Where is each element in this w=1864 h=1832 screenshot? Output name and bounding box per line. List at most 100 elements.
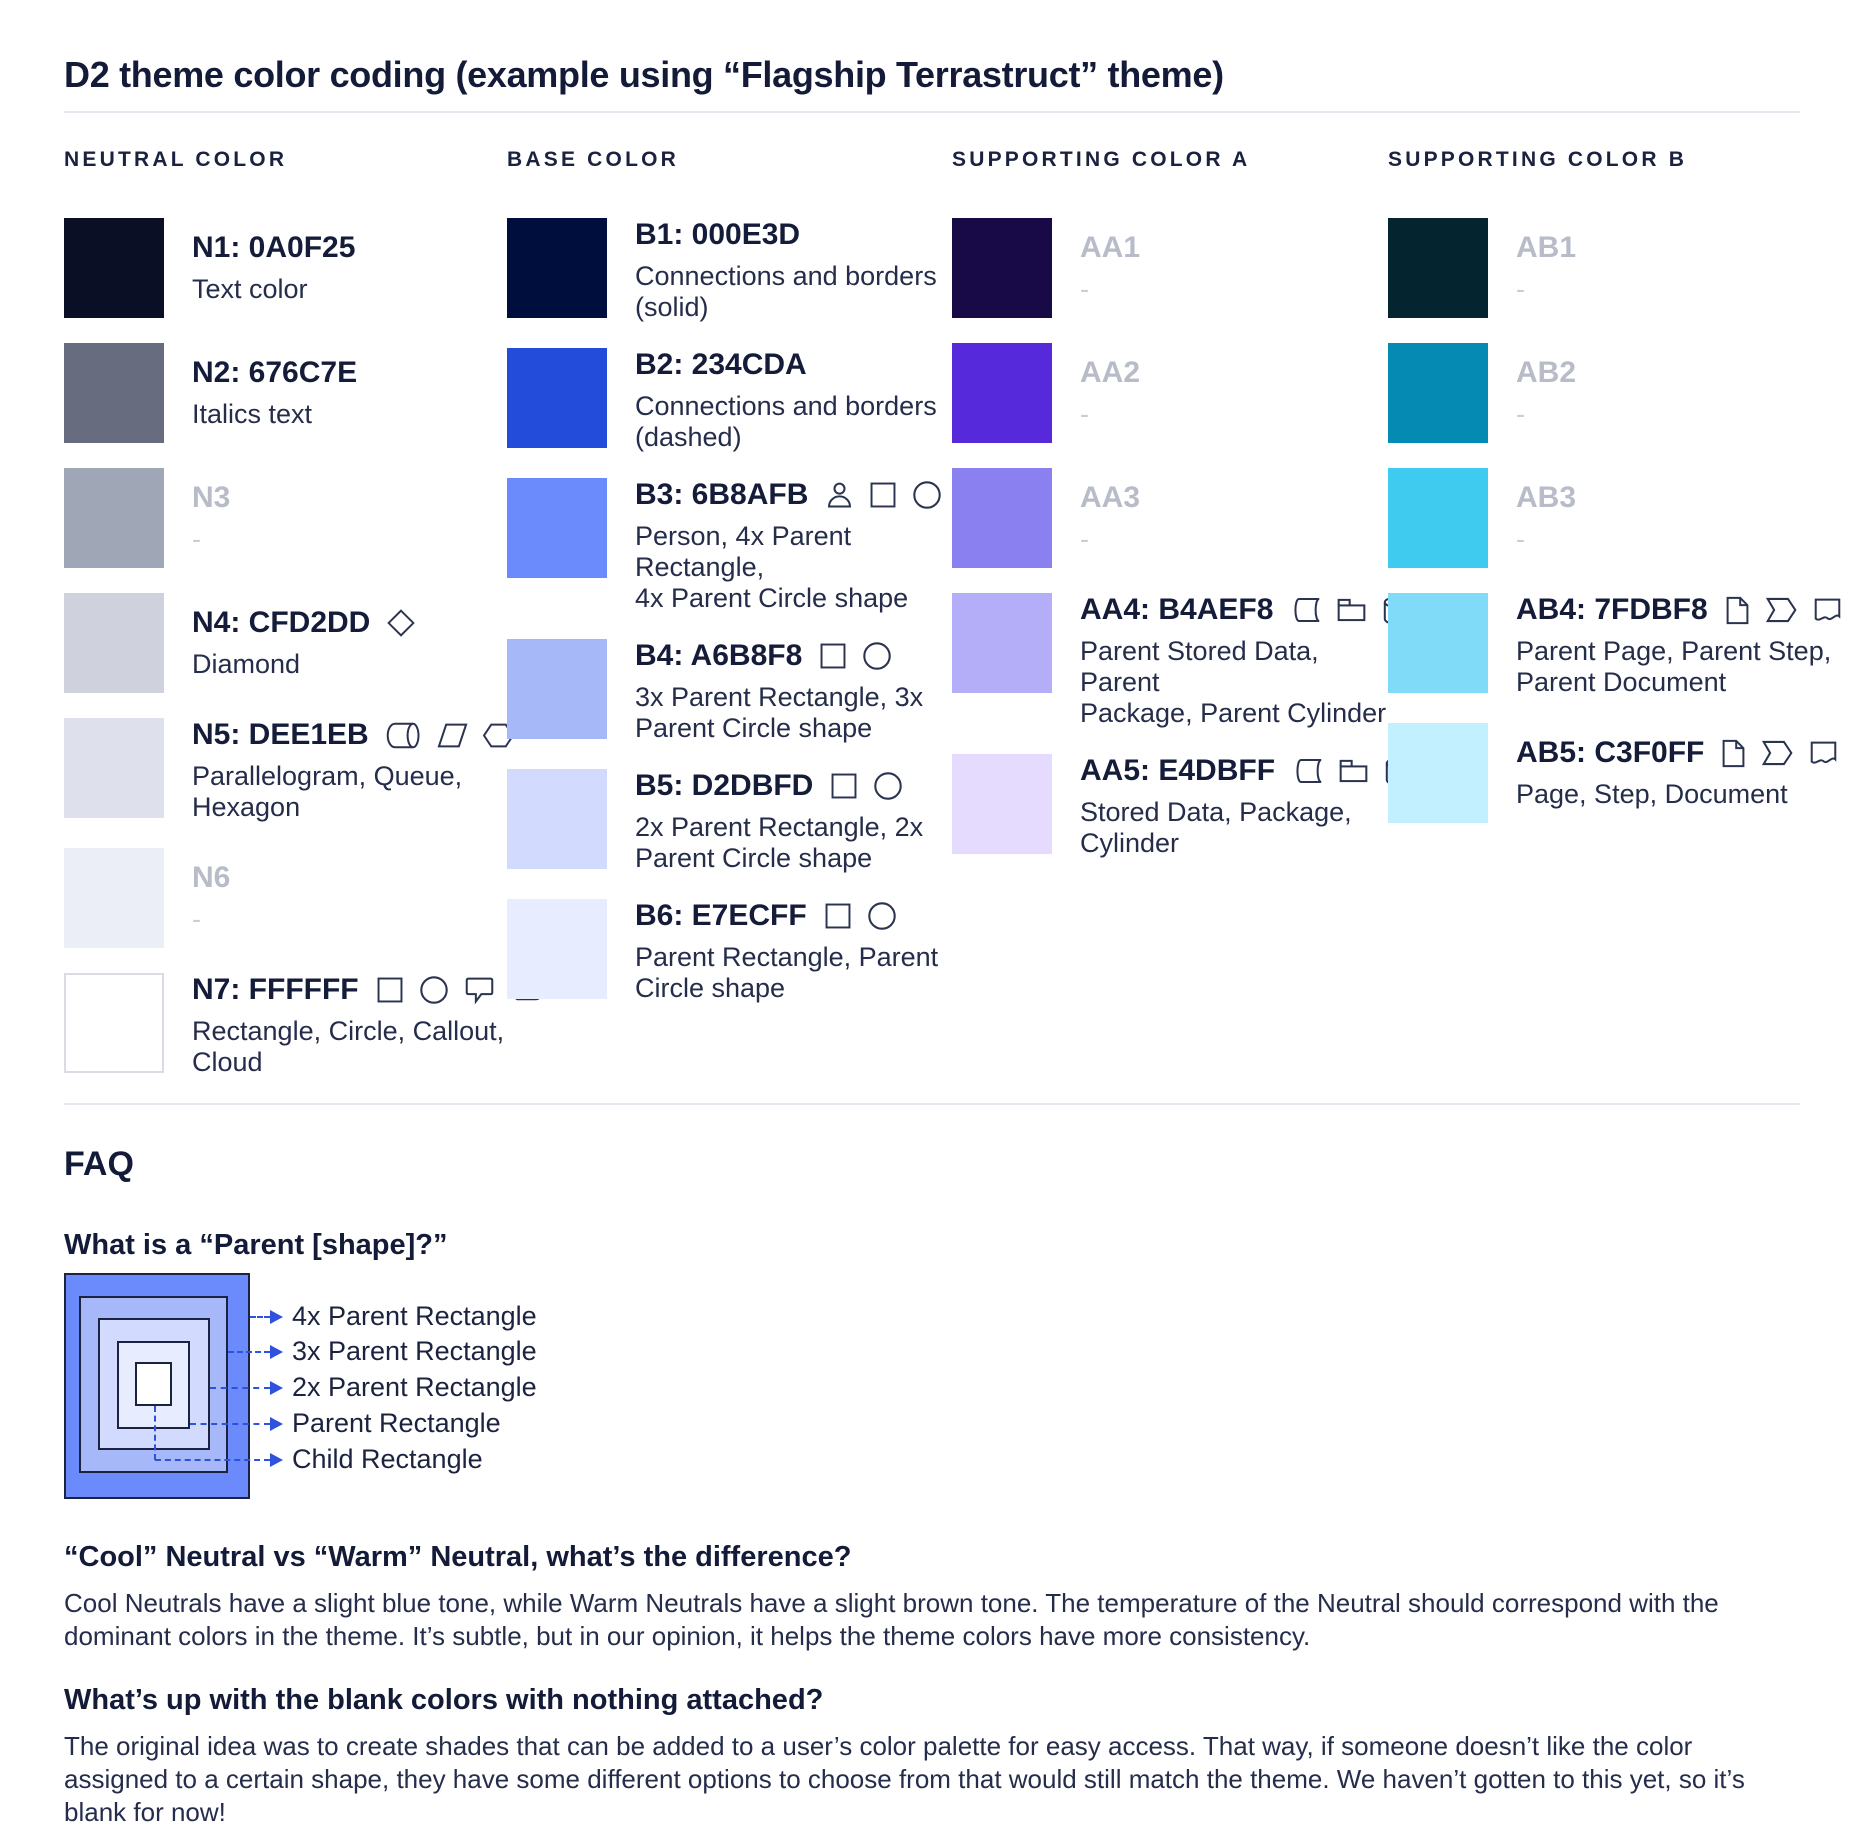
child-rectangle-connector-vertical <box>154 1406 156 1460</box>
color-row-text: AA1 - <box>1080 218 1156 318</box>
color-swatch <box>507 478 607 578</box>
color-usage-description: Person, 4x Parent Rectangle, 4x Parent C… <box>635 521 909 613</box>
column-header: SUPPORTING COLOR A <box>952 148 1251 171</box>
circle-icon <box>872 770 904 802</box>
color-swatch <box>1388 218 1488 318</box>
color-row: AB3 - <box>1388 468 1843 568</box>
color-label-line: AB3 <box>1516 481 1592 515</box>
arrow-right-icon <box>270 1345 283 1359</box>
color-label-line: AA1 <box>1080 231 1156 265</box>
color-code-label: AB5: C3F0FF <box>1516 736 1705 769</box>
parent-shape-diagram: 4x Parent Rectangle 3x Parent Rectangle 2x… <box>64 1273 1064 1499</box>
color-usage-description: Page, Step, Document <box>1516 779 1788 809</box>
color-row-text: N6 - <box>192 848 246 948</box>
color-row-text: N2: 676C7E Italics text <box>192 343 373 443</box>
color-row: N7: FFFFFF Rectangle, Circle, Callout, C… <box>64 973 542 1078</box>
color-swatch <box>952 218 1052 318</box>
column-rows: B1: 000E3D Connections and borders (soli… <box>507 218 952 1004</box>
color-label-line: N4: CFD2DD <box>192 606 416 640</box>
rectangle-icon <box>829 771 859 801</box>
color-row: AA4: B4AEF8 Parent Stored Data, Parent P… <box>952 593 1403 729</box>
color-code-label: AA4: B4AEF8 <box>1080 593 1274 626</box>
color-label-line: N7: FFFFFF <box>192 973 544 1007</box>
color-code-label: B4: A6B8F8 <box>635 639 803 672</box>
color-code-label: B2: 234CDA <box>635 348 807 381</box>
color-code-label: AA1 <box>1080 231 1141 264</box>
faq-heading: FAQ <box>64 1145 134 1183</box>
color-label-line: AB5: C3F0FF <box>1516 736 1839 770</box>
color-row-text: B1: 000E3D Connections and borders (soli… <box>635 218 937 323</box>
color-swatch <box>952 343 1052 443</box>
color-row: AB2 - <box>1388 343 1843 443</box>
color-row-text: B4: A6B8F8 3x Parent Rectangle, 3x Paren… <box>635 639 923 744</box>
column-rows: N1: 0A0F25 Text color N2: 676C7E Italics… <box>64 218 542 1078</box>
color-row-text: N5: DEE1EB Parallelogram, Queue, Hexagon <box>192 718 515 823</box>
color-label-line: B3: 6B8AFB <box>635 478 952 512</box>
circle-icon <box>866 900 898 932</box>
color-row: AB1 - <box>1388 218 1843 318</box>
color-column-3: SUPPORTING COLOR A AA1 - AA2 - AA3 <box>952 148 1405 1103</box>
color-row-text: N1: 0A0F25 Text color <box>192 218 371 318</box>
column-header: SUPPORTING COLOR B <box>1388 148 1688 171</box>
shape-icons <box>386 608 416 638</box>
color-row-text: N7: FFFFFF Rectangle, Circle, Callout, C… <box>192 973 544 1078</box>
color-usage-description: Rectangle, Circle, Callout, Cloud <box>192 1016 505 1077</box>
color-row: AA1 - <box>952 218 1388 318</box>
color-usage-description: Connections and borders (solid) <box>635 261 937 322</box>
color-row-text: AA4: B4AEF8 Parent Stored Data, Parent P… <box>1080 593 1405 729</box>
color-swatch <box>1388 593 1488 693</box>
color-code-label: N7: FFFFFF <box>192 973 359 1006</box>
color-row: B6: E7ECFF Parent Rectangle, Parent Circ… <box>507 899 952 1004</box>
diagram-connector-dash <box>250 1316 270 1318</box>
step-icon <box>1760 739 1795 767</box>
shape-icons <box>824 479 943 511</box>
color-code-label: AA5: E4DBFF <box>1080 754 1276 787</box>
color-code-label: B1: 000E3D <box>635 218 801 251</box>
color-row: N4: CFD2DD Diamond <box>64 593 507 693</box>
color-row: AB4: 7FDBF8 Parent Page, Parent Step, Pa… <box>1388 593 1843 698</box>
shape-icons <box>1724 595 1843 626</box>
color-usage-description: Stored Data, Package, Cylinder <box>1080 797 1352 858</box>
color-row-text: B2: 234CDA Connections and borders (dash… <box>635 348 937 453</box>
color-usage-description: - <box>192 904 201 934</box>
color-row-text: AB3 - <box>1516 468 1592 568</box>
rectangle-icon <box>823 901 853 931</box>
page-icon <box>1720 738 1747 769</box>
color-code-label: N3 <box>192 481 231 514</box>
arrow-right-icon <box>270 1417 283 1431</box>
color-code-label: AB1 <box>1516 231 1577 264</box>
color-swatch <box>952 754 1052 854</box>
color-row: N5: DEE1EB Parallelogram, Queue, Hexagon <box>64 718 514 823</box>
color-label-line: B4: A6B8F8 <box>635 639 923 673</box>
color-coding-columns: NEUTRAL COLOR N1: 0A0F25 Text color N2: … <box>64 148 1840 1103</box>
color-swatch <box>64 973 164 1073</box>
color-row: B1: 000E3D Connections and borders (soli… <box>507 218 952 323</box>
diagram-label: 4x Parent Rectangle <box>292 1301 537 1331</box>
faq-section: FAQ What is a “Parent [shape]?” 4x Paren… <box>64 1144 1800 1829</box>
page-icon <box>1724 595 1751 626</box>
color-usage-description: Parallelogram, Queue, Hexagon <box>192 761 463 822</box>
document-icon <box>1808 739 1839 768</box>
color-label-line: B5: D2DBFD <box>635 769 923 803</box>
color-code-label: AA3 <box>1080 481 1141 514</box>
faq-question-cool-vs-warm: “Cool” Neutral vs “Warm” Neutral, what’s… <box>64 1541 852 1573</box>
rectangle-icon <box>868 480 898 510</box>
color-usage-description: - <box>1080 399 1089 429</box>
color-usage-description: Italics text <box>192 399 313 429</box>
color-row: N3 - <box>64 468 507 568</box>
color-label-line: N6 <box>192 861 246 895</box>
shape-icons <box>829 770 904 802</box>
color-swatch <box>507 899 607 999</box>
arrow-right-icon <box>270 1453 283 1467</box>
diagram-connector-dash <box>155 1459 270 1461</box>
color-usage-description: - <box>1080 274 1089 304</box>
faq-answer-blank-colors: The original idea was to create shades t… <box>64 1731 1745 1827</box>
color-label-line: B6: E7ECFF <box>635 899 938 933</box>
parallelogram-icon <box>436 721 469 750</box>
color-row: B2: 234CDA Connections and borders (dash… <box>507 348 952 453</box>
color-usage-description: - <box>1516 399 1525 429</box>
color-row-text: AA3 - <box>1080 468 1156 568</box>
color-row-text: B3: 6B8AFB Person, 4x Parent Rectangle, … <box>635 478 952 614</box>
package-icon <box>1335 596 1368 624</box>
color-row-text: B5: D2DBFD 2x Parent Rectangle, 2x Paren… <box>635 769 923 874</box>
